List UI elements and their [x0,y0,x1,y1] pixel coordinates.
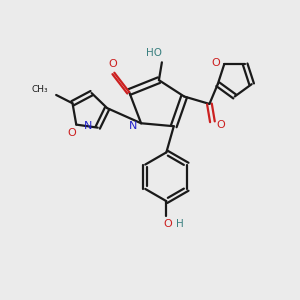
Text: HO: HO [146,48,162,58]
Text: N: N [129,121,137,131]
Text: H: H [176,219,184,229]
Text: N: N [84,121,92,131]
Text: O: O [164,219,172,229]
Text: O: O [109,59,117,69]
Text: O: O [68,128,76,138]
Text: O: O [212,58,220,68]
Text: CH₃: CH₃ [31,85,48,94]
Text: O: O [216,120,225,130]
